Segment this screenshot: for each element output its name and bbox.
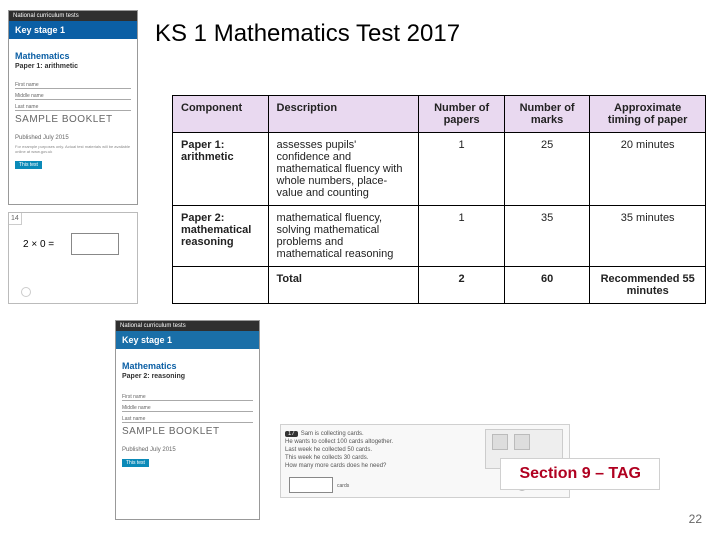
- sample-booklet-reasoning: National curriculum tests Key stage 1 Ma…: [115, 320, 260, 520]
- cell-total-timing: Recommended 55 minutes: [590, 267, 706, 304]
- name-field: Last name: [122, 415, 253, 423]
- question-number-badge: 17: [285, 431, 298, 437]
- key-stage-badge: Key stage 1: [9, 21, 137, 39]
- cell-papers: 1: [419, 133, 504, 206]
- mark-circle-icon: [21, 287, 31, 297]
- cell-total-marks: 60: [504, 267, 589, 304]
- subject-label: Mathematics: [15, 51, 131, 61]
- arithmetic-question-preview: 14 2 × 0 =: [8, 212, 138, 304]
- col-description: Description: [268, 96, 419, 133]
- booklet-body: Mathematics Paper 1: arithmetic First na…: [9, 39, 137, 175]
- name-field: Middle name: [122, 404, 253, 412]
- col-timing: Approximate timing of paper: [590, 96, 706, 133]
- key-stage-badge: Key stage 1: [116, 331, 259, 349]
- sample-booklet-label: SAMPLE BOOKLET: [15, 114, 131, 125]
- cell-component: Paper 2: mathematical reasoning: [173, 206, 269, 267]
- cell-marks: 35: [504, 206, 589, 267]
- q17-line: Sam is collecting cards.: [301, 431, 364, 437]
- cell-blank: [173, 267, 269, 304]
- sample-booklet-arithmetic: National curriculum tests Key stage 1 Ma…: [8, 10, 138, 205]
- page-number: 22: [689, 512, 702, 526]
- section-tag: Section 9 – TAG: [500, 458, 660, 490]
- cell-component: Paper 1: arithmetic: [173, 133, 269, 206]
- col-num-marks: Number of marks: [504, 96, 589, 133]
- fine-print: For example purposes only. Actual test m…: [15, 145, 131, 155]
- name-field: First name: [15, 81, 131, 89]
- table-total-row: Total 2 60 Recommended 55 minutes: [173, 267, 706, 304]
- answer-unit-label: cards: [337, 483, 349, 489]
- name-field: Middle name: [15, 92, 131, 100]
- cell-total-papers: 2: [419, 267, 504, 304]
- table-header: Component Description Number of papers N…: [173, 96, 706, 133]
- component-table: Component Description Number of papers N…: [172, 95, 706, 304]
- question-number: 14: [9, 213, 22, 225]
- sample-booklet-label: SAMPLE BOOKLET: [122, 426, 253, 437]
- subject-label: Mathematics: [122, 361, 253, 371]
- cell-papers: 1: [419, 206, 504, 267]
- pill-label: This test: [122, 459, 149, 467]
- published-label: Published July 2015: [15, 135, 131, 141]
- name-field: Last name: [15, 103, 131, 111]
- col-num-papers: Number of papers: [419, 96, 504, 133]
- question-text: 2 × 0 =: [23, 239, 54, 250]
- cell-timing: 35 minutes: [590, 206, 706, 267]
- answer-box: [289, 477, 333, 493]
- page-title: KS 1 Mathematics Test 2017: [155, 20, 460, 48]
- cell-marks: 25: [504, 133, 589, 206]
- cell-total-label: Total: [268, 267, 419, 304]
- nc-tests-label: National curriculum tests: [116, 321, 259, 331]
- cell-description: mathematical fluency, solving mathematic…: [268, 206, 419, 267]
- col-component: Component: [173, 96, 269, 133]
- table-row: Paper 2: mathematical reasoning mathemat…: [173, 206, 706, 267]
- published-label: Published July 2015: [122, 447, 253, 453]
- pill-label: This test: [15, 161, 42, 169]
- answer-box: [71, 233, 119, 255]
- name-field: First name: [122, 393, 253, 401]
- nc-tests-label: National curriculum tests: [9, 11, 137, 21]
- cell-timing: 20 minutes: [590, 133, 706, 206]
- paper-label: Paper 2: reasoning: [122, 373, 253, 380]
- booklet-body: Mathematics Paper 2: reasoning First nam…: [116, 349, 259, 473]
- cell-description: assesses pupils' confidence and mathemat…: [268, 133, 419, 206]
- paper-label: Paper 1: arithmetic: [15, 63, 131, 70]
- table-row: Paper 1: arithmetic assesses pupils' con…: [173, 133, 706, 206]
